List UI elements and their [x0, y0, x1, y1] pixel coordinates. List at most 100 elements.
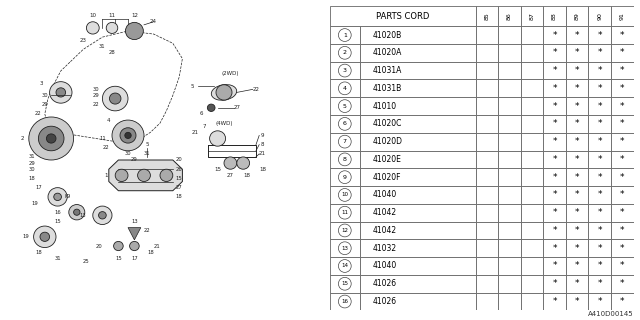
Text: 17: 17 — [131, 256, 138, 261]
Bar — [566, 168, 588, 186]
Text: 2: 2 — [343, 50, 347, 55]
Text: 9: 9 — [260, 133, 264, 138]
Text: *: * — [598, 66, 602, 75]
Bar — [330, 168, 360, 186]
Text: 22: 22 — [144, 228, 150, 233]
Bar — [543, 115, 566, 133]
Circle shape — [120, 128, 136, 143]
Text: 30: 30 — [42, 93, 48, 98]
Text: *: * — [575, 226, 579, 235]
Text: *: * — [620, 66, 625, 75]
Bar — [543, 97, 566, 115]
Bar — [498, 292, 521, 310]
Text: 31: 31 — [29, 155, 35, 159]
Text: *: * — [575, 30, 579, 40]
Text: 41042: 41042 — [372, 208, 396, 217]
Text: 41031A: 41031A — [372, 66, 401, 75]
Text: 13: 13 — [80, 213, 86, 218]
Circle shape — [114, 241, 123, 251]
Text: (2WD): (2WD) — [221, 71, 239, 76]
Circle shape — [93, 206, 112, 225]
Circle shape — [47, 134, 56, 143]
Text: 3: 3 — [343, 68, 347, 73]
Circle shape — [207, 104, 215, 111]
Bar — [360, 115, 476, 133]
Text: 8: 8 — [343, 157, 347, 162]
Text: 20: 20 — [96, 244, 102, 249]
Text: *: * — [620, 226, 625, 235]
Bar — [543, 186, 566, 204]
Bar — [360, 97, 476, 115]
Text: 18: 18 — [29, 176, 35, 181]
Bar — [566, 26, 588, 44]
Bar — [543, 275, 566, 292]
Bar — [566, 257, 588, 275]
Bar — [476, 44, 498, 62]
Text: *: * — [575, 155, 579, 164]
Bar — [566, 133, 588, 150]
Bar — [566, 239, 588, 257]
Bar — [360, 168, 476, 186]
Bar — [476, 6, 498, 26]
Bar — [611, 44, 634, 62]
Bar — [543, 62, 566, 79]
Text: 29: 29 — [29, 161, 35, 165]
Text: *: * — [552, 190, 557, 199]
Text: *: * — [575, 297, 579, 306]
Text: 91: 91 — [620, 12, 625, 20]
Bar — [588, 97, 611, 115]
Text: 1: 1 — [343, 33, 347, 37]
Text: 19: 19 — [22, 234, 29, 239]
Text: 31: 31 — [99, 44, 106, 49]
Text: *: * — [552, 102, 557, 111]
Text: 41020B: 41020B — [372, 30, 401, 40]
Bar — [611, 26, 634, 44]
Bar — [611, 62, 634, 79]
Bar — [330, 186, 360, 204]
Text: *: * — [598, 84, 602, 93]
Bar — [588, 168, 611, 186]
Bar — [611, 292, 634, 310]
Text: 13: 13 — [341, 246, 348, 251]
Text: *: * — [575, 261, 579, 270]
Circle shape — [237, 157, 250, 169]
Text: 16: 16 — [341, 299, 348, 304]
Bar — [588, 186, 611, 204]
Text: PARTS CORD: PARTS CORD — [376, 12, 429, 21]
Circle shape — [129, 241, 140, 251]
Bar — [611, 133, 634, 150]
Text: *: * — [598, 155, 602, 164]
Bar — [498, 150, 521, 168]
Circle shape — [40, 232, 50, 241]
Bar — [611, 239, 634, 257]
Bar — [521, 239, 543, 257]
Text: 41020C: 41020C — [372, 119, 401, 128]
Text: 27: 27 — [227, 173, 234, 178]
Bar — [566, 221, 588, 239]
Bar — [543, 204, 566, 221]
Text: 29: 29 — [131, 157, 138, 163]
Bar — [521, 292, 543, 310]
Text: 3: 3 — [40, 81, 44, 86]
Text: *: * — [575, 244, 579, 253]
Text: 41032: 41032 — [372, 244, 396, 253]
Text: 28: 28 — [109, 50, 115, 55]
Text: 11: 11 — [341, 210, 348, 215]
Circle shape — [86, 22, 99, 34]
Bar — [476, 97, 498, 115]
Circle shape — [339, 153, 351, 166]
Bar — [330, 6, 476, 26]
Text: *: * — [620, 244, 625, 253]
Bar — [498, 97, 521, 115]
Text: *: * — [552, 226, 557, 235]
Circle shape — [339, 117, 351, 130]
Bar — [588, 150, 611, 168]
Bar — [521, 275, 543, 292]
Bar — [330, 133, 360, 150]
Text: *: * — [575, 48, 579, 57]
Text: *: * — [575, 173, 579, 182]
Bar — [476, 186, 498, 204]
Text: *: * — [598, 102, 602, 111]
Bar — [543, 150, 566, 168]
Bar — [330, 221, 360, 239]
